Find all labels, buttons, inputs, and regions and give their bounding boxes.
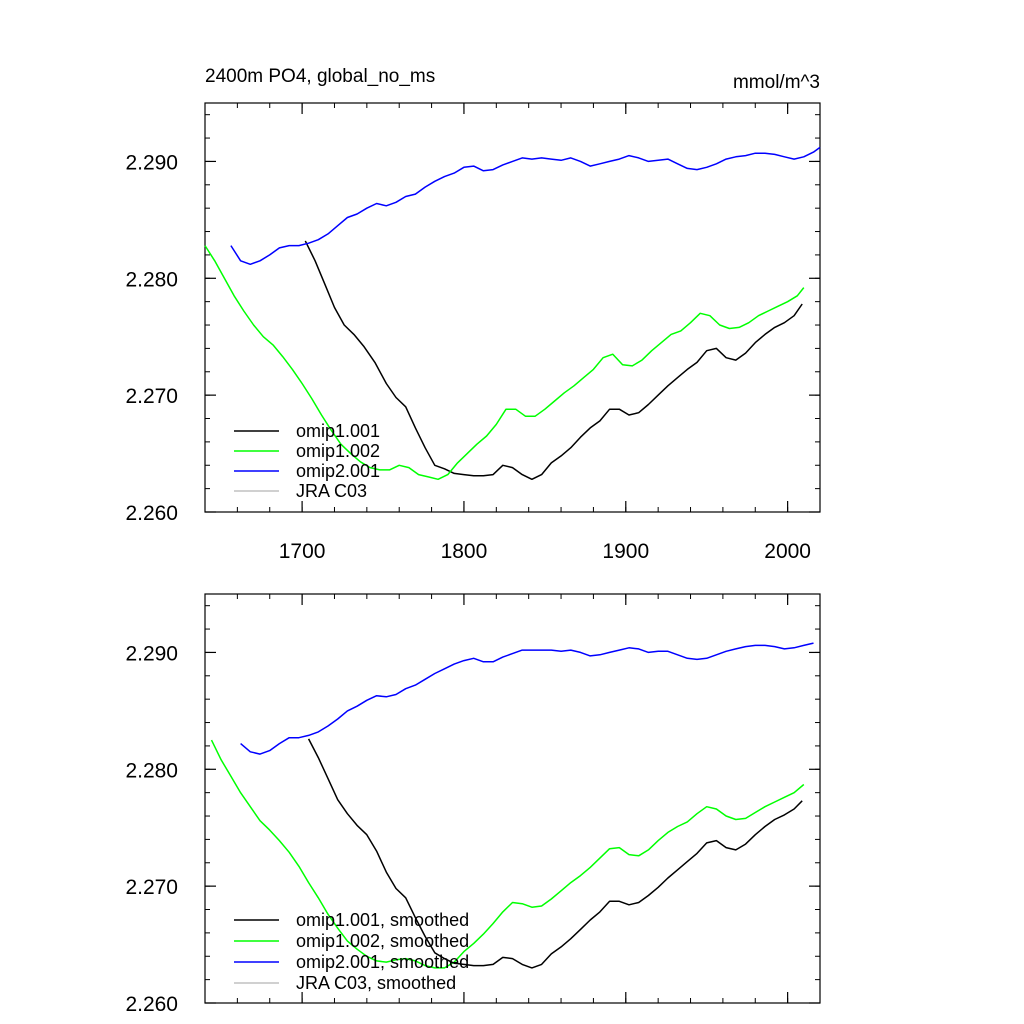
x-tick-label: 1800 <box>441 540 488 563</box>
y-tick-label: 2.270 <box>125 385 178 408</box>
legend-label: omip1.001, smoothed <box>296 910 469 930</box>
series-lines <box>210 642 814 969</box>
x-tick-label: 2000 <box>764 540 811 563</box>
y-tick-label: 2.280 <box>125 759 178 782</box>
y-tick-label: 2.280 <box>125 268 178 291</box>
series-line <box>307 738 803 969</box>
plot-frame <box>204 102 821 513</box>
axis-ticks: 2.260 2.270 2.280 2.290 <box>125 594 821 1016</box>
x-tick-label: 1900 <box>602 540 649 563</box>
plot-frame <box>204 593 821 1004</box>
top-panel: 2400m PO4, global_no_ms mmol/m^3 1700 180… <box>125 66 821 563</box>
y-tick-label: 2.290 <box>125 642 178 665</box>
axis-ticks: 1700 1800 1900 2000 2.260 2.270 2.280 2.290 <box>125 103 821 563</box>
series-line <box>210 739 805 969</box>
legend-label: omip2.001, smoothed <box>296 952 469 972</box>
series-line <box>204 245 805 481</box>
legend-label: omip1.002, smoothed <box>296 931 469 951</box>
legend-label: JRA C03 <box>296 481 367 501</box>
bottom-panel: 2.260 2.270 2.280 2.290 omip1.001, smoothed… <box>125 593 821 1016</box>
series-line <box>304 240 803 481</box>
series-line <box>230 146 821 266</box>
y-tick-label: 2.290 <box>125 151 178 174</box>
y-tick-label: 2.260 <box>125 993 178 1016</box>
chart-units: mmol/m^3 <box>733 72 820 93</box>
series-line <box>240 642 814 755</box>
legend-label: omip2.001 <box>296 461 380 481</box>
chart-title: 2400m PO4, global_no_ms <box>205 66 435 87</box>
y-tick-label: 2.270 <box>125 876 178 899</box>
x-tick-label: 1700 <box>279 540 326 563</box>
series-lines <box>204 146 821 481</box>
y-tick-label: 2.260 <box>125 502 178 525</box>
legend-label: omip1.002 <box>296 441 380 461</box>
legend-label: JRA C03, smoothed <box>296 973 456 993</box>
legend-label: omip1.001 <box>296 421 380 441</box>
